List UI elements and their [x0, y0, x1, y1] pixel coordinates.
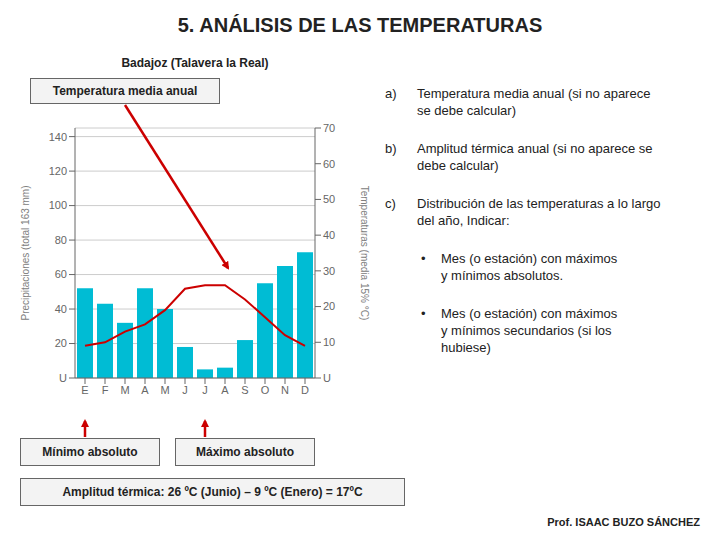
svg-text:50: 50: [323, 193, 335, 205]
svg-text:U: U: [323, 372, 331, 384]
html-text:Amplitud térmica anual (si no: Amplitud térmica anual (si no aparece se: [417, 141, 653, 156]
html-text:Temperatura media anual: Temperatura media anual: [52, 84, 198, 98]
html-text:Prof. ISAAC BUZO SÁNCHEZ: Prof. ISAAC BUZO SÁNCHEZ: [547, 516, 700, 528]
html-text:Mínimo absoluto: Mínimo absoluto: [42, 445, 138, 459]
svg-text:40: 40: [55, 303, 67, 315]
html-text:Máximo absoluto: Máximo absoluto: [196, 445, 294, 459]
html-text:Temperatura media anual (si no: Temperatura media anual (si no aparece: [417, 86, 651, 101]
svg-text:100: 100: [49, 199, 67, 211]
svg-text:A: A: [141, 384, 149, 396]
html-text:5. ANÁLISIS DE LAS TEMPERATURA: 5. ANÁLISIS DE LAS TEMPERATURAS: [177, 14, 543, 36]
svg-text:S: S: [241, 384, 248, 396]
svg-text:Temperaturas (media 15% °C): Temperaturas (media 15% °C): [359, 186, 370, 321]
svg-text:N: N: [281, 384, 289, 396]
svg-text:60: 60: [55, 268, 67, 280]
html-text:debe calcular): debe calcular): [417, 158, 499, 173]
html-text:b): b): [385, 141, 397, 156]
svg-text:F: F: [102, 384, 109, 396]
html-text:Badajoz (Talavera la Real): Badajoz (Talavera la Real): [121, 56, 269, 70]
svg-text:A: A: [221, 384, 229, 396]
html-text:se debe calcular): se debe calcular): [417, 103, 516, 118]
svg-text:70: 70: [323, 122, 335, 134]
svg-text:80: 80: [55, 234, 67, 246]
html-text:y mínimos absolutos.: y mínimos absolutos.: [441, 268, 564, 283]
html-text:Mes (o estación) con máximos: Mes (o estación) con máximos: [441, 306, 618, 321]
html-text:del año, Indicar:: del año, Indicar:: [417, 213, 510, 228]
svg-text:U: U: [59, 372, 67, 384]
svg-text:M: M: [120, 384, 129, 396]
svg-text:D: D: [301, 384, 309, 396]
svg-text:40: 40: [323, 229, 335, 241]
svg-text:140: 140: [49, 131, 67, 143]
svg-text:30: 30: [323, 265, 335, 277]
svg-text:E: E: [81, 384, 88, 396]
svg-text:M: M: [160, 384, 169, 396]
html-text:c): c): [385, 196, 396, 211]
svg-text:J: J: [182, 384, 188, 396]
html-text:Mes (o estación) con máximos: Mes (o estación) con máximos: [441, 251, 618, 266]
html-text:hubiese): hubiese): [441, 340, 491, 355]
html-text:Amplitud térmica: 26 ºC (Junio: Amplitud térmica: 26 ºC (Junio) – 9 ºC (…: [62, 485, 363, 499]
html-text:Distribución de las temperatur: Distribución de las temperaturas a lo la…: [417, 196, 661, 211]
svg-text:O: O: [261, 384, 270, 396]
svg-text:20: 20: [55, 337, 67, 349]
svg-text:120: 120: [49, 165, 67, 177]
html-text:a): a): [385, 86, 397, 101]
html-text:y mínimos secundarios (si los: y mínimos secundarios (si los: [441, 323, 612, 338]
svg-text:J: J: [202, 384, 208, 396]
svg-text:20: 20: [323, 300, 335, 312]
svg-text:Precipitaciones (total 163 mm): Precipitaciones (total 163 mm): [20, 185, 31, 320]
svg-text:60: 60: [323, 158, 335, 170]
svg-text:10: 10: [323, 336, 335, 348]
